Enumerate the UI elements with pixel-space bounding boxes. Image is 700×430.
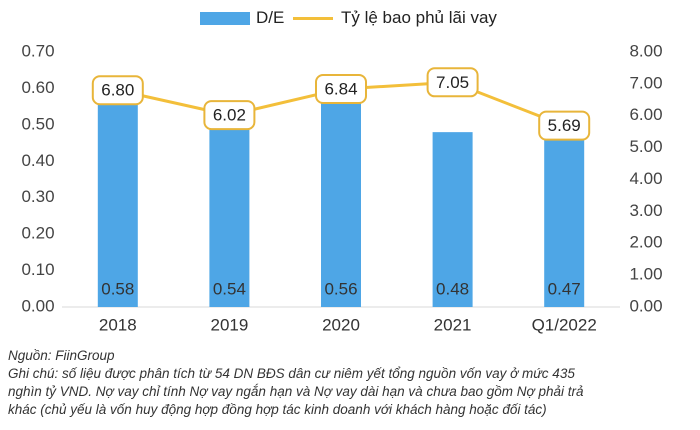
line-value-label: 6.80 — [101, 81, 134, 100]
legend-line-swatch — [293, 16, 333, 20]
left-axis-tick-label: 0.30 — [21, 187, 54, 206]
right-axis-tick-label: 0.00 — [629, 296, 662, 315]
x-axis-tick-label: 2020 — [322, 315, 360, 334]
right-axis-tick-label: 5.00 — [629, 137, 662, 156]
right-axis-tick-label: 7.00 — [629, 73, 662, 92]
left-axis-tick-label: 0.50 — [21, 114, 54, 133]
x-axis-tick-label: Q1/2022 — [532, 315, 597, 334]
legend-line-label: Tỷ lệ bao phủ lãi vay — [341, 8, 497, 27]
right-axis-tick-label: 8.00 — [629, 41, 662, 60]
bar-de — [321, 103, 361, 307]
legend-bar-label: D/E — [256, 8, 285, 27]
line-value-label: 7.05 — [436, 73, 469, 92]
left-axis-tick-label: 0.20 — [21, 224, 54, 243]
right-axis-tick-label: 3.00 — [629, 201, 662, 220]
line-value-label-box — [315, 73, 367, 104]
line-value-label: 6.84 — [324, 79, 357, 98]
left-axis-tick-label: 0.60 — [21, 78, 54, 97]
combo-chart: 0.00 0.10 0.20 0.30 0.40 0.50 0.60 0.70 0.00 1.00… — [21, 41, 662, 334]
right-axis-tick-label: 6.00 — [629, 105, 662, 124]
left-axis-tick-label: 0.40 — [21, 151, 54, 170]
right-axis-tick-label: 2.00 — [629, 233, 662, 252]
legend-bar-swatch — [200, 11, 250, 25]
bar-value-label: 0.58 — [101, 279, 134, 298]
left-axis-tick-label: 0.00 — [21, 296, 54, 315]
line-value-label: 5.69 — [548, 116, 581, 135]
x-axis-tick-label: 2018 — [99, 315, 137, 334]
line-value-label: 6.02 — [213, 106, 246, 125]
line-value-label-box — [538, 110, 591, 141]
bar-value-label: 0.56 — [324, 279, 357, 298]
note-line-2: nghìn tỷ VND. Nợ vay chỉ tính Nợ vay ngắ… — [8, 384, 584, 399]
bar-value-label: 0.48 — [436, 279, 469, 298]
line-value-label-box — [203, 100, 256, 131]
bar-de — [209, 110, 250, 308]
x-axis-tick-label: 2021 — [434, 315, 472, 334]
right-axis-tick-label: 1.00 — [629, 265, 662, 284]
line-value-label-box — [91, 75, 144, 106]
bar-value-label: 0.47 — [548, 279, 581, 298]
legend-item-coverage: Tỷ lệ bao phủ lãi vay — [293, 8, 497, 28]
bar-de — [97, 95, 138, 307]
bar-value-label: 0.54 — [213, 279, 246, 298]
note-line-1: Ghi chú: số liệu được phân tích từ 54 DN… — [8, 366, 575, 381]
x-axis-tick-label: 2019 — [210, 315, 248, 334]
chart-notes: Nguồn: FiinGroup Ghi chú: số liệu được p… — [8, 347, 688, 419]
line-value-label-box — [426, 67, 479, 98]
note-line-3: khác (chủ yếu là vốn huy động hợp đồng h… — [8, 402, 547, 417]
bar-de — [432, 132, 473, 307]
left-axis-tick-label: 0.70 — [21, 41, 54, 60]
left-axis-tick-label: 0.10 — [21, 260, 54, 279]
legend-item-de: D/E — [200, 8, 284, 28]
source-text: Nguồn: FiinGroup — [8, 348, 115, 363]
right-axis-tick-label: 4.00 — [629, 169, 662, 188]
chart-legend: D/E Tỷ lệ bao phủ lãi vay — [0, 8, 700, 30]
bar-de — [544, 135, 585, 307]
